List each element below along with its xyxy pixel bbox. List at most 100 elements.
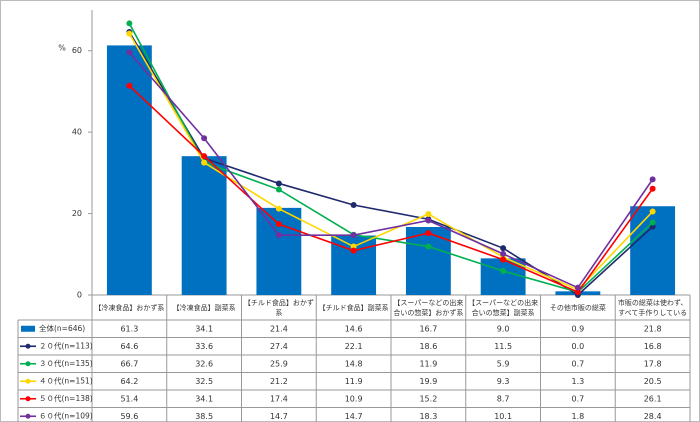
legend-swatch [25, 396, 31, 402]
point [500, 267, 507, 274]
y-tick-label: 20 [72, 209, 82, 218]
category-label: 【チルド食品】おかず系 [243, 298, 314, 317]
point [275, 186, 282, 193]
table-value: 64.2 [120, 377, 138, 386]
y-tick-label: 40 [72, 128, 82, 137]
table-value: 0.7 [572, 359, 585, 368]
category-label: 【スーパーなどの出来合いの惣菜】副菜系 [468, 298, 539, 317]
table-value: 17.4 [270, 394, 288, 403]
category-cell: 市販の総菜は使わず、すべて手作りしている [617, 298, 688, 317]
table-value: 38.5 [195, 412, 213, 421]
point [126, 82, 133, 89]
point [500, 256, 507, 263]
point [201, 159, 208, 166]
table-value: 32.6 [195, 359, 213, 368]
point [350, 202, 357, 209]
point [425, 230, 432, 237]
point [649, 219, 656, 226]
table-value: 1.8 [572, 412, 585, 421]
table-value: 25.9 [270, 359, 288, 368]
table-value: 28.4 [644, 412, 662, 421]
legend-label: ３０代(n=135) [39, 358, 93, 368]
point [126, 49, 133, 56]
point [649, 176, 656, 183]
line [128, 85, 654, 294]
table-value: 19.9 [419, 377, 437, 386]
table-value: 9.0 [497, 324, 510, 333]
table-value: 20.5 [644, 377, 662, 386]
legend-swatch [25, 343, 31, 349]
table-value: 5.9 [497, 359, 510, 368]
table-value: 11.9 [419, 359, 437, 368]
table-value: 18.3 [419, 412, 437, 421]
category-label: 【スーパーなどの出来合いの惣菜】おかず系 [393, 298, 464, 317]
point [574, 289, 581, 296]
table-value: 17.8 [644, 359, 662, 368]
point [275, 232, 282, 239]
table-value: 9.3 [497, 377, 510, 386]
y-axis-label: % [58, 44, 66, 53]
category-cell: 【スーパーなどの出来合いの惣菜】おかず系 [393, 298, 464, 317]
table-value: 10.1 [494, 412, 512, 421]
table-value: 10.9 [345, 394, 363, 403]
line [128, 51, 654, 289]
table-value: 14.6 [345, 324, 363, 333]
point [425, 217, 432, 224]
legend-label: 全体(n=646) [39, 323, 85, 333]
category-cell: 【チルド食品】副菜系 [318, 303, 389, 312]
point [649, 208, 656, 215]
category-cell: 【冷凍食品】おかず系 [94, 304, 164, 312]
point [350, 232, 357, 239]
table-value: 26.1 [644, 394, 662, 403]
point [425, 210, 432, 217]
legend-label: ４０代(n=151) [39, 375, 93, 385]
point [500, 245, 507, 252]
table-value: 34.1 [195, 394, 213, 403]
table-value: 16.7 [419, 324, 437, 333]
table-value: 11.5 [494, 342, 512, 351]
category-cell: その他市販の総菜 [549, 303, 606, 312]
table-value: 14.7 [345, 412, 363, 421]
table-value: 64.6 [120, 342, 138, 351]
table-value: 27.4 [270, 342, 288, 351]
point [574, 284, 581, 291]
point [126, 30, 133, 37]
table-value: 14.7 [270, 412, 288, 421]
point [201, 135, 208, 142]
table-value: 0.9 [572, 324, 585, 333]
point [275, 205, 282, 212]
point [126, 20, 133, 27]
category-cell: 【チルド食品】おかず系 [243, 298, 314, 317]
table-value: 0.7 [572, 394, 585, 403]
bar [181, 156, 227, 295]
table-value: 34.1 [195, 324, 213, 333]
bar [256, 207, 302, 295]
category-label: 【チルド食品】副菜系 [318, 303, 389, 312]
table-value: 66.7 [120, 359, 138, 368]
table-value: 59.6 [120, 412, 138, 421]
legend-label: ５０代(n=138) [39, 393, 93, 403]
line [128, 33, 654, 291]
table-value: 32.5 [195, 377, 213, 386]
table-value: 0.0 [572, 342, 585, 351]
table-value: 33.6 [195, 342, 213, 351]
category-cell: 【スーパーなどの出来合いの惣菜】副菜系 [468, 298, 539, 317]
category-label: 市販の総菜は使わず、すべて手作りしている [617, 298, 688, 317]
table-value: 11.9 [345, 377, 363, 386]
table-value: 51.4 [120, 394, 138, 403]
table-value: 21.8 [644, 324, 662, 333]
y-tick-label: 0 [77, 291, 82, 300]
point [500, 250, 507, 257]
table-value: 15.2 [419, 394, 437, 403]
legend-label: ６０代(n=109) [39, 410, 93, 420]
legend-swatch [21, 325, 35, 332]
table-value: 16.8 [644, 342, 662, 351]
table-value: 21.4 [270, 324, 288, 333]
table-value: 8.7 [497, 394, 510, 403]
category-label: その他市販の総菜 [549, 303, 606, 312]
point [649, 185, 656, 192]
point [275, 221, 282, 228]
point [425, 243, 432, 250]
point [350, 247, 357, 254]
legend-swatch [25, 361, 31, 367]
